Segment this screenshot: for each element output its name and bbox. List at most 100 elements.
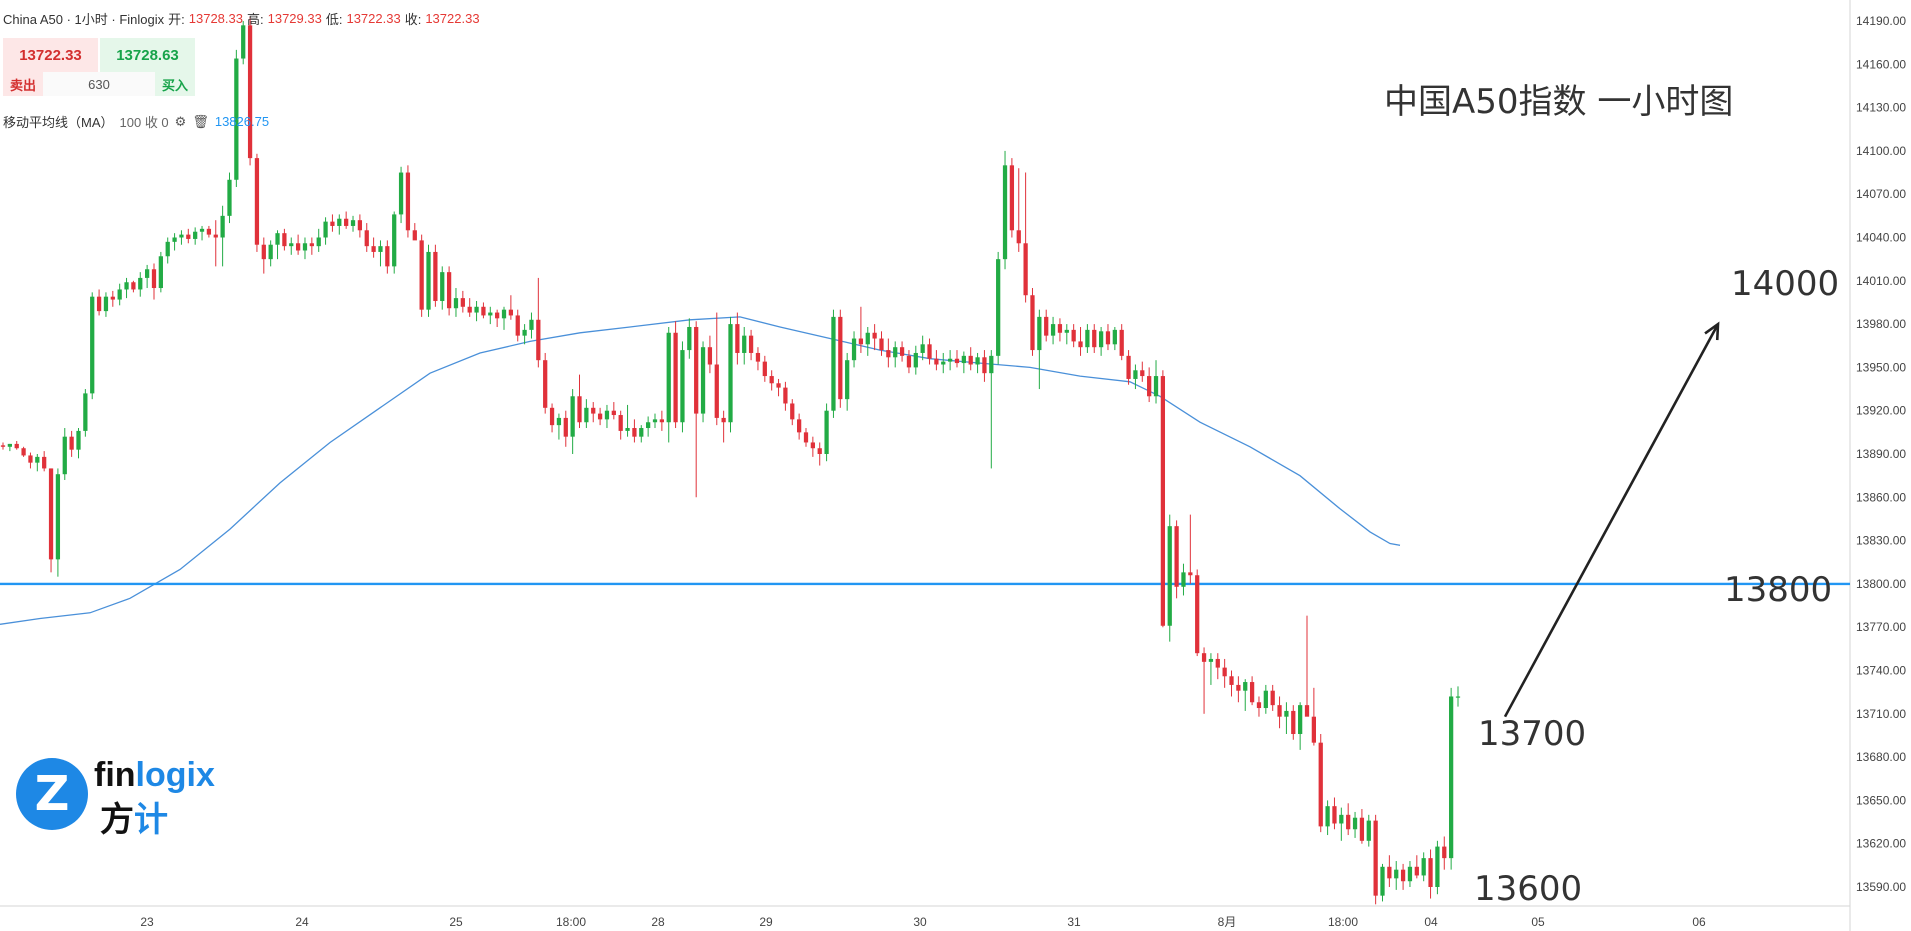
- candle-body: [48, 468, 54, 560]
- candle-body: [646, 422, 651, 429]
- candle-body: [954, 358, 960, 364]
- candle-body: [803, 432, 809, 443]
- candle-body: [1346, 814, 1351, 830]
- y-tick-label: 13830.00: [1856, 534, 1906, 548]
- candle-body: [1023, 243, 1028, 296]
- candle-body: [55, 474, 61, 560]
- candle-body: [453, 298, 459, 309]
- candle-body: [762, 361, 767, 377]
- buy-price[interactable]: 13728.63: [100, 38, 195, 72]
- candle-body: [76, 430, 81, 450]
- candle-body: [728, 324, 733, 423]
- candle-body: [1222, 667, 1227, 677]
- candle-body: [625, 428, 630, 431]
- y-tick-label: 13620.00: [1856, 837, 1906, 851]
- candle-body: [234, 58, 239, 180]
- gear-icon[interactable]: ⚙: [174, 113, 187, 129]
- candle-body: [851, 338, 857, 361]
- candle-body: [776, 383, 781, 388]
- candle-body: [131, 282, 136, 290]
- candle-body: [886, 350, 891, 358]
- candle-body: [412, 230, 417, 241]
- candle-body: [1318, 742, 1323, 827]
- up-arrow-line: [1503, 323, 1720, 718]
- candle-body: [1359, 817, 1365, 841]
- chart-header: China A50 · 1小时 · Finlogix 开: 13728.33 高…: [3, 9, 480, 28]
- candle-body: [21, 448, 26, 456]
- candle-body: [261, 244, 266, 260]
- candle-body: [522, 329, 527, 336]
- candle-body: [1325, 806, 1330, 827]
- candle-body: [570, 396, 575, 437]
- candle-body: [330, 221, 335, 226]
- candle-body: [989, 355, 994, 374]
- candle-body: [797, 419, 802, 433]
- x-tick-label: 24: [295, 915, 309, 929]
- candle-body: [1256, 702, 1262, 709]
- candle-body: [165, 241, 170, 257]
- candle-body: [1387, 866, 1392, 879]
- close-label: 收:: [404, 12, 422, 27]
- candle-body: [220, 215, 225, 238]
- candle-body: [371, 246, 376, 252]
- candle-body: [769, 376, 774, 384]
- y-tick-label: 14160.00: [1856, 57, 1906, 71]
- candle-body: [961, 355, 966, 364]
- candle-body: [96, 296, 102, 312]
- buy-button[interactable]: 买入: [155, 72, 195, 96]
- candle-body: [460, 298, 465, 307]
- y-tick-label: 13590.00: [1856, 880, 1906, 894]
- candle-body: [652, 419, 658, 423]
- candle-body: [1270, 690, 1275, 706]
- high-label: 高:: [246, 12, 264, 27]
- candle-body: [1057, 324, 1063, 333]
- candle-body: [213, 234, 218, 238]
- candle-body: [1126, 355, 1131, 379]
- y-tick-label: 14130.00: [1856, 101, 1906, 115]
- candle-body: [1009, 165, 1015, 231]
- candle-body: [364, 230, 369, 247]
- candle-body: [1085, 329, 1090, 348]
- chart-title: 中国A50指数 一小时图: [1384, 82, 1733, 122]
- y-tick-label: 13980.00: [1856, 317, 1906, 331]
- indicator-value: 13826.75: [214, 114, 270, 129]
- candle-body: [254, 158, 260, 245]
- candle-body: [295, 243, 301, 251]
- candle-body: [639, 428, 644, 437]
- candle-body: [1195, 575, 1200, 654]
- candle-body: [117, 289, 122, 300]
- indicator-label: 移动平均线（MA）: [3, 115, 114, 130]
- indicator-legend: 移动平均线（MA） 100 收 0 ⚙ 🗑 13826.75: [3, 112, 269, 131]
- candle-body: [947, 358, 953, 362]
- candle-body: [879, 338, 884, 351]
- sell-button[interactable]: 卖出: [3, 72, 43, 96]
- y-tick-label: 13770.00: [1856, 620, 1906, 634]
- candle-body: [549, 407, 555, 426]
- candle-body: [357, 220, 363, 231]
- candle-body: [1133, 370, 1138, 379]
- trade-panel: 13722.33 13728.63 卖出 630 买入: [3, 38, 195, 96]
- candle-body: [680, 350, 685, 423]
- candle-body: [247, 25, 253, 159]
- candle-body: [467, 306, 472, 313]
- trash-icon[interactable]: 🗑: [192, 113, 209, 129]
- candle-body: [481, 306, 486, 316]
- candle-body: [446, 272, 452, 309]
- candle-body: [755, 352, 761, 362]
- sell-price[interactable]: 13722.33: [3, 38, 98, 72]
- candle-body: [584, 407, 589, 423]
- candle-body: [1249, 682, 1255, 703]
- candle-body: [1002, 165, 1008, 260]
- candle-body: [7, 443, 12, 447]
- candle-body: [69, 436, 74, 450]
- candle-body: [845, 360, 850, 400]
- candle-body: [1167, 526, 1172, 626]
- candle-body: [0, 445, 6, 447]
- x-tick-label: 06: [1692, 915, 1706, 929]
- candle-body: [1201, 653, 1207, 662]
- candle-body: [433, 251, 438, 302]
- logo-wordmark: finlogix: [94, 756, 215, 795]
- candle-body: [350, 220, 356, 226]
- x-tick-label: 30: [913, 915, 927, 929]
